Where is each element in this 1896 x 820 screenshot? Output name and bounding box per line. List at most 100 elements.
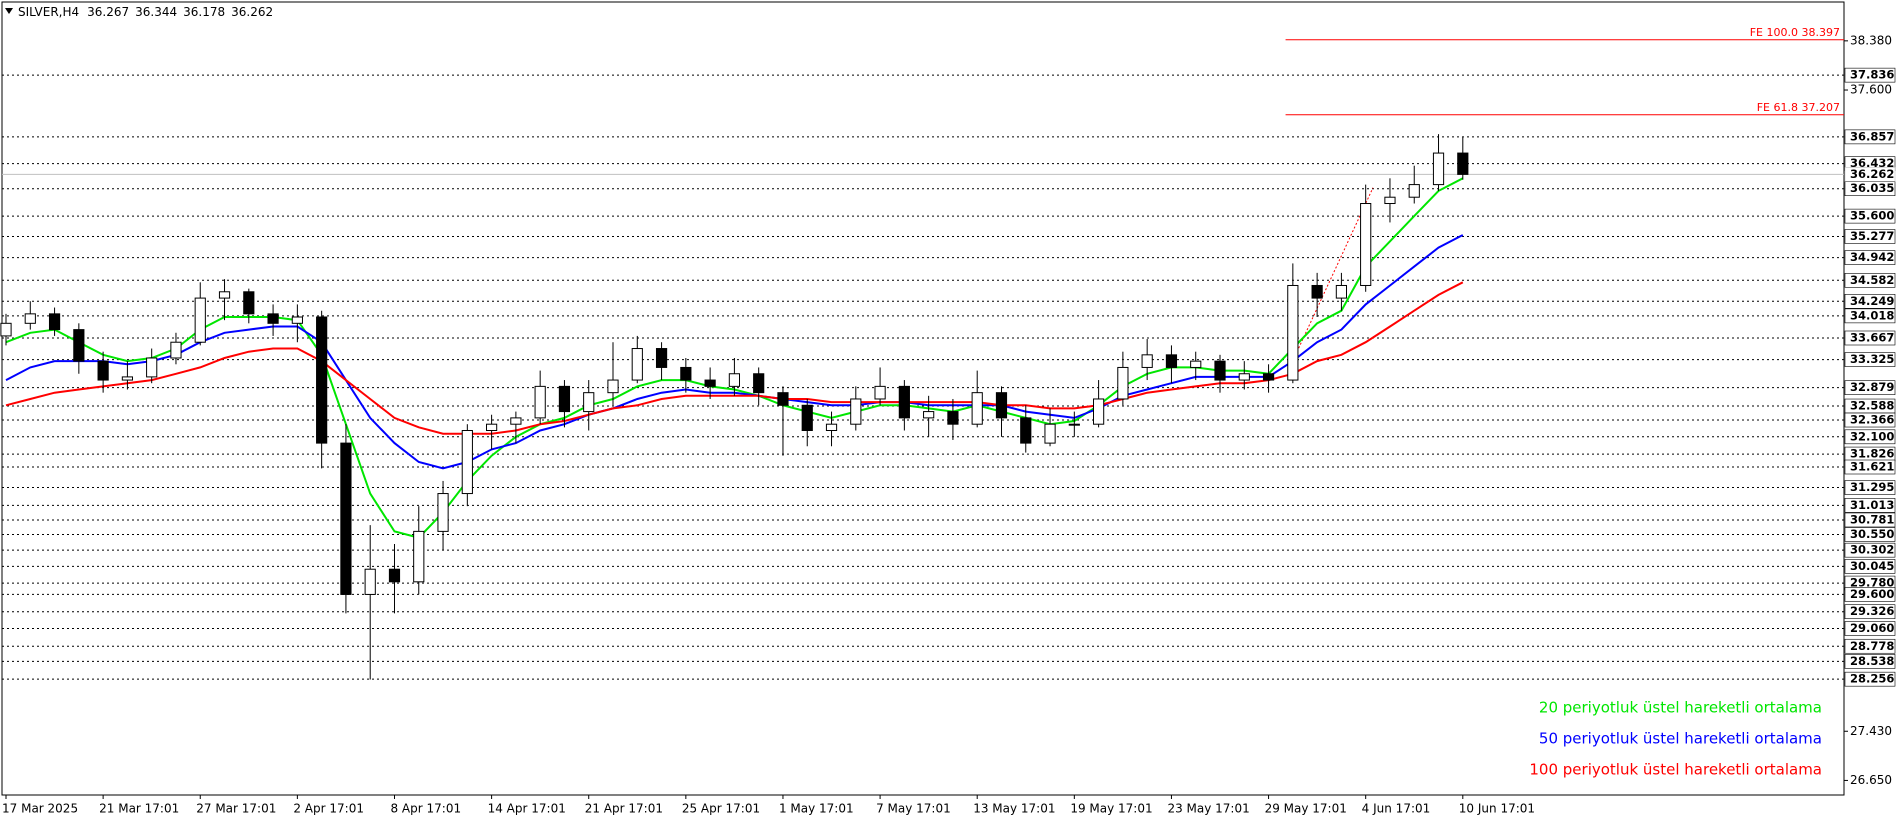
candle-body [340, 442, 352, 595]
candle-body [0, 322, 12, 337]
level-label: 33.325 [1850, 352, 1894, 366]
x-tick-label: 4 Jun 17:01 [1362, 802, 1431, 816]
candle-body [1238, 373, 1250, 381]
candle-body [218, 291, 231, 299]
level-label-box [1844, 129, 1896, 145]
quote-high: 36.344 [135, 5, 177, 19]
level-label: 35.277 [1850, 229, 1894, 243]
candle-body [1214, 360, 1226, 381]
level-label: 33.667 [1850, 331, 1894, 345]
candle-body [1432, 152, 1445, 186]
level-label: 31.295 [1850, 480, 1894, 494]
menu-triangle [5, 8, 13, 14]
x-tick-label: 23 May 17:01 [1167, 802, 1249, 816]
quote-close: 36.262 [231, 5, 273, 19]
candle-body [316, 316, 328, 444]
candle-body [874, 385, 886, 400]
candle-body [923, 411, 935, 419]
quote-low: 36.178 [183, 5, 225, 19]
candle-body [121, 376, 134, 381]
x-tick-label: 19 May 17:01 [1070, 802, 1152, 816]
level-label: 32.100 [1850, 429, 1894, 443]
x-tick-label: 27 Mar 17:01 [196, 802, 276, 816]
level-label: 34.018 [1850, 308, 1894, 322]
candle-body [291, 316, 303, 324]
level-label-box [1844, 380, 1896, 395]
level-label: 34.582 [1850, 273, 1894, 287]
level-label-box [1844, 587, 1896, 602]
symbol: SILVER,H4 [18, 5, 79, 19]
level-label-box [1844, 621, 1896, 636]
level-label-box [1844, 671, 1896, 687]
level-label: 32.879 [1850, 380, 1894, 394]
fe-label: FE 100.0 38.397 [1750, 26, 1840, 39]
level-label-box [1844, 559, 1896, 574]
candle-body [486, 423, 498, 431]
level-label-box [1844, 308, 1896, 324]
quote-open: 36.267 [87, 5, 129, 19]
legend-entry: 100 periyotluk üstel hareketli ortalama [1529, 761, 1822, 779]
x-tick-label: 29 May 17:01 [1265, 802, 1347, 816]
level-label: 35.600 [1850, 209, 1894, 223]
candle-body [825, 423, 838, 431]
candle-body [995, 392, 1008, 419]
level-label-box [1844, 250, 1896, 265]
chart-header: SILVER,H4 36.267 36.344 36.178 36.262 [18, 5, 273, 19]
level-label-box [1844, 294, 1896, 309]
candle-body [194, 297, 206, 343]
x-tick-label: 13 May 17:01 [973, 802, 1055, 816]
level-label: 36.432 [1850, 156, 1894, 170]
candle-body [1287, 284, 1299, 381]
candle-body [267, 313, 279, 324]
candle-body [1384, 196, 1396, 205]
x-tick-label: 2 Apr 17:01 [293, 802, 364, 816]
candle-body [1020, 417, 1032, 444]
level-label-box [1844, 459, 1896, 475]
candle-body [1262, 373, 1275, 381]
level-label-box [1844, 352, 1896, 367]
level-label-box [1844, 181, 1896, 196]
candle-body [437, 493, 449, 532]
level-label-box [1844, 229, 1896, 244]
x-tick-label: 8 Apr 17:01 [390, 802, 461, 816]
y-tick-label: 37.600 [1850, 83, 1892, 97]
fe-trend [1294, 187, 1374, 356]
candle-body [1165, 354, 1178, 368]
candle-body [777, 392, 789, 406]
legend-entry: 20 periyotluk üstel hareketli ortalama [1539, 699, 1822, 717]
level-label-box [1844, 273, 1896, 288]
candle-body [1141, 354, 1153, 368]
level-label: 31.013 [1850, 498, 1894, 512]
level-label: 37.836 [1850, 68, 1894, 82]
candle-body [1457, 152, 1469, 175]
candle-body [607, 379, 619, 394]
current-price-label: 36.262 [1850, 167, 1894, 181]
candle-body [24, 313, 36, 324]
candle-body [1335, 284, 1348, 299]
level-label: 31.621 [1850, 460, 1894, 474]
level-label-box [1844, 498, 1896, 513]
candle-body [73, 329, 85, 362]
level-label: 30.045 [1850, 559, 1894, 573]
candle-body [97, 360, 109, 381]
level-label: 29.060 [1850, 621, 1894, 635]
candle-body [680, 366, 692, 381]
current-price-box [1844, 167, 1896, 182]
candle-body [510, 417, 522, 425]
candle-body [850, 398, 862, 425]
level-label-box [1844, 638, 1896, 654]
level-label: 28.256 [1850, 672, 1894, 686]
level-label: 29.600 [1850, 587, 1894, 601]
candle-body [243, 291, 255, 315]
candle-body [364, 568, 376, 595]
candle-body [1093, 398, 1105, 425]
level-label-box [1844, 330, 1896, 346]
level-label: 36.035 [1850, 181, 1894, 195]
y-tick-label: 26.650 [1850, 773, 1892, 787]
candle-body [1190, 360, 1202, 368]
x-tick-label: 10 Jun 17:01 [1459, 802, 1535, 816]
candle-body [534, 385, 546, 419]
candle-body [1311, 284, 1323, 299]
candle-body [1117, 366, 1129, 400]
